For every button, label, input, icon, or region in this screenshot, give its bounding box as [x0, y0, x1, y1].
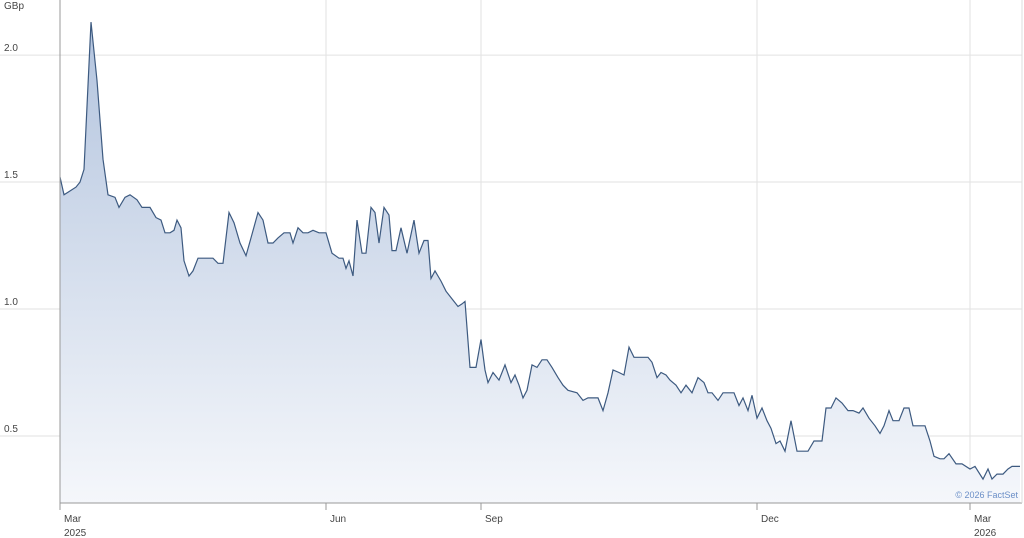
x-tick-label: Dec	[761, 514, 779, 525]
x-tick-label: Sep	[485, 514, 503, 525]
y-tick-label: 1.0	[4, 297, 18, 308]
y-tick-label: 1.5	[4, 170, 18, 181]
area-fill	[60, 22, 1020, 503]
y-unit: GBp	[4, 1, 24, 12]
y-tick-label: 0.5	[4, 424, 18, 435]
x-year-label: 2025	[64, 528, 87, 538]
x-year-label: 2026	[974, 528, 997, 538]
credit: © 2026 FactSet	[955, 490, 1018, 500]
price-line	[59, 22, 1020, 481]
x-tick-label: Mar	[64, 514, 82, 525]
y-tick-label: 2.0	[4, 43, 18, 54]
x-tick-label: Jun	[330, 514, 346, 525]
x-tick-label: Mar	[974, 514, 992, 525]
